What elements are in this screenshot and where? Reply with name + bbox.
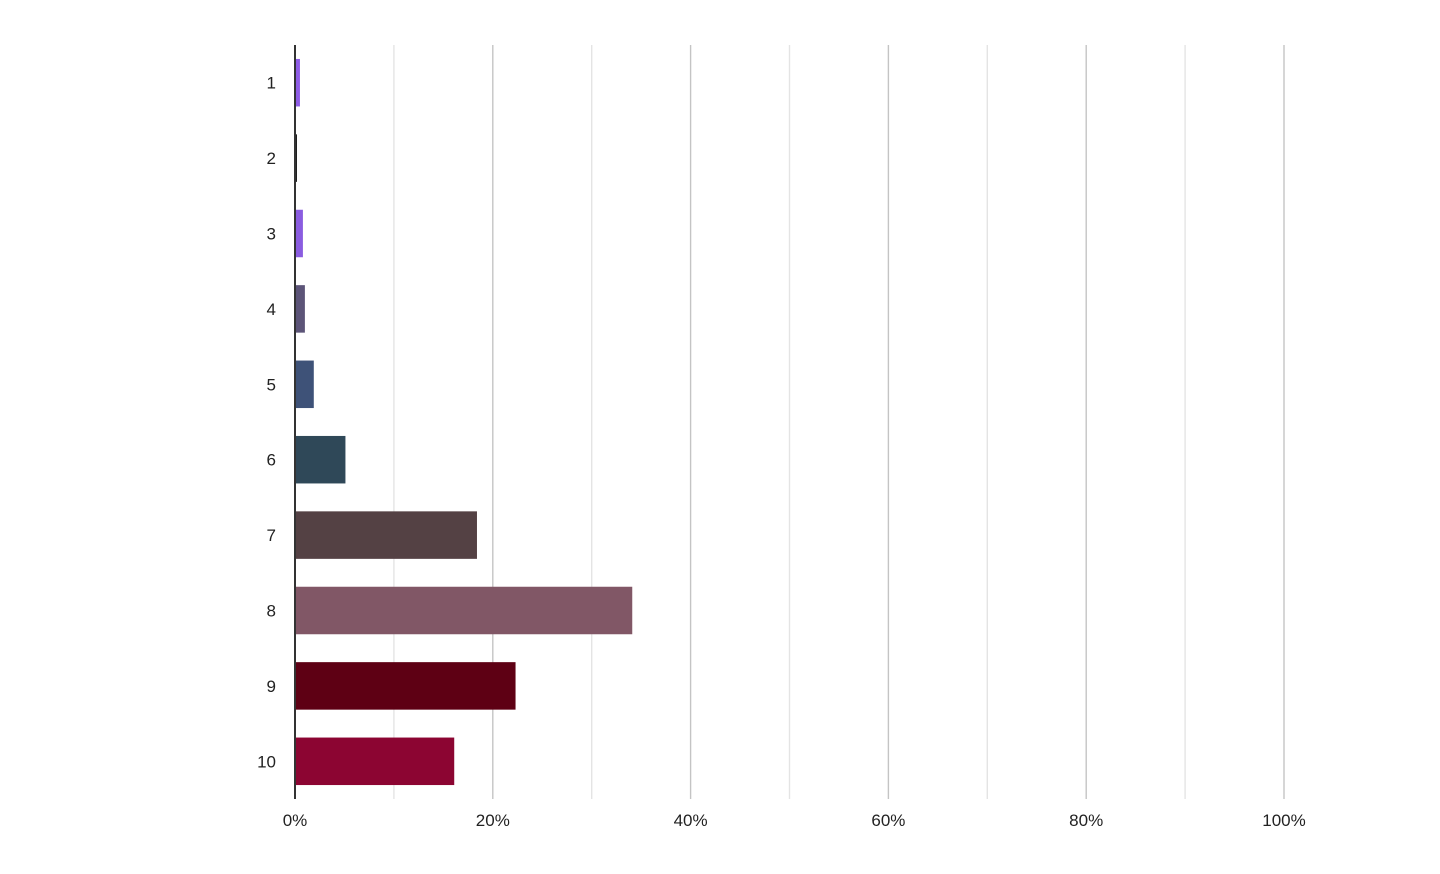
x-tick-label: 100% bbox=[1262, 811, 1305, 830]
gridlines bbox=[393, 45, 1285, 799]
bar-1 bbox=[295, 58, 300, 107]
category-label-8: 8 bbox=[267, 602, 276, 621]
category-label-3: 3 bbox=[267, 225, 276, 244]
bar-10 bbox=[295, 737, 455, 786]
category-label-7: 7 bbox=[267, 526, 276, 545]
category-labels: 1 2 3 4 5 6 7 8 9 10 bbox=[257, 74, 276, 772]
bar-7 bbox=[295, 511, 477, 559]
category-label-10: 10 bbox=[257, 752, 276, 771]
bar-4 bbox=[295, 285, 305, 333]
bars bbox=[295, 58, 633, 786]
category-label-5: 5 bbox=[267, 375, 276, 394]
bar-5 bbox=[295, 360, 314, 409]
x-tick-label: 20% bbox=[476, 811, 510, 830]
category-label-1: 1 bbox=[267, 74, 276, 93]
bar-6 bbox=[295, 435, 346, 484]
category-label-2: 2 bbox=[267, 149, 276, 168]
x-tick-label: 0% bbox=[283, 811, 308, 830]
category-label-6: 6 bbox=[267, 451, 276, 470]
x-tick-label: 40% bbox=[674, 811, 708, 830]
bar-9 bbox=[295, 662, 516, 710]
x-tick-label: 80% bbox=[1069, 811, 1103, 830]
category-label-9: 9 bbox=[267, 677, 276, 696]
x-axis-tick-labels: 0% 20% 40% 60% 80% 100% bbox=[283, 811, 1306, 830]
bar-3 bbox=[295, 209, 303, 258]
category-label-4: 4 bbox=[267, 300, 276, 319]
bar-8 bbox=[295, 586, 633, 635]
x-tick-label: 60% bbox=[871, 811, 905, 830]
